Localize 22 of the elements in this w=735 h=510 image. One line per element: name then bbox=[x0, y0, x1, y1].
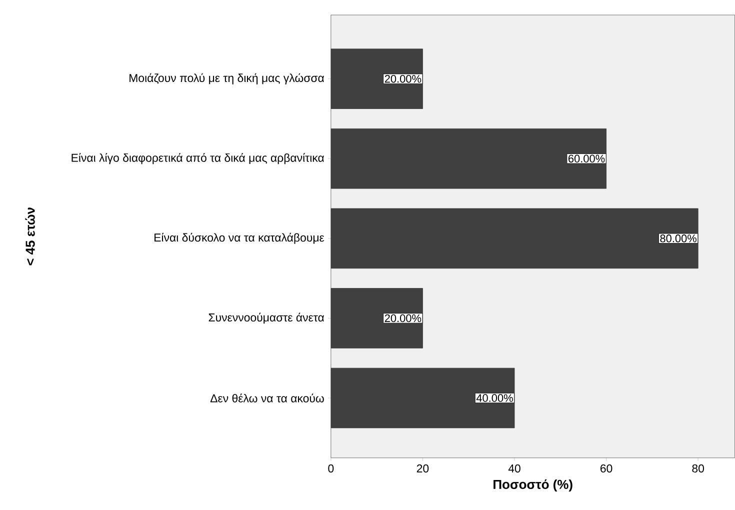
x-tick-label: 40 bbox=[508, 464, 520, 473]
bar bbox=[330, 48, 423, 110]
y-tick-label: Είναι δύσκολο να τα καταλάβουμε bbox=[154, 233, 324, 244]
bar bbox=[330, 208, 698, 269]
x-tick-label: 0 bbox=[328, 464, 334, 473]
x-axis-title: Ποσοστό (%) bbox=[494, 479, 572, 492]
bar bbox=[330, 128, 606, 189]
y-tick-label: Συνεννοούμαστε άνετα bbox=[208, 312, 324, 324]
bar bbox=[330, 288, 423, 348]
x-tick-label: 20 bbox=[416, 464, 429, 473]
data-label: 20.00% bbox=[384, 75, 422, 83]
x-tick-label: 80 bbox=[692, 464, 704, 473]
y-tick-label: Είναι λίγο διαφορετικά από τα δικά μας αρβανίτικα bbox=[72, 153, 324, 164]
bar bbox=[330, 368, 515, 428]
y-tick-label: Μοιάζουν πολύ με τη δική μας γλώσσα bbox=[130, 73, 324, 84]
data-label: 60.00% bbox=[568, 154, 605, 163]
data-label: 20.00% bbox=[384, 314, 422, 322]
data-label: 80.00% bbox=[660, 234, 696, 242]
data-label: 40.00% bbox=[476, 394, 513, 402]
y-axis-title: < 45 ετών bbox=[25, 208, 35, 266]
x-tick-label: 60 bbox=[600, 464, 612, 473]
y-tick-label: Δεν θέλω να τα ακούω bbox=[210, 394, 324, 402]
